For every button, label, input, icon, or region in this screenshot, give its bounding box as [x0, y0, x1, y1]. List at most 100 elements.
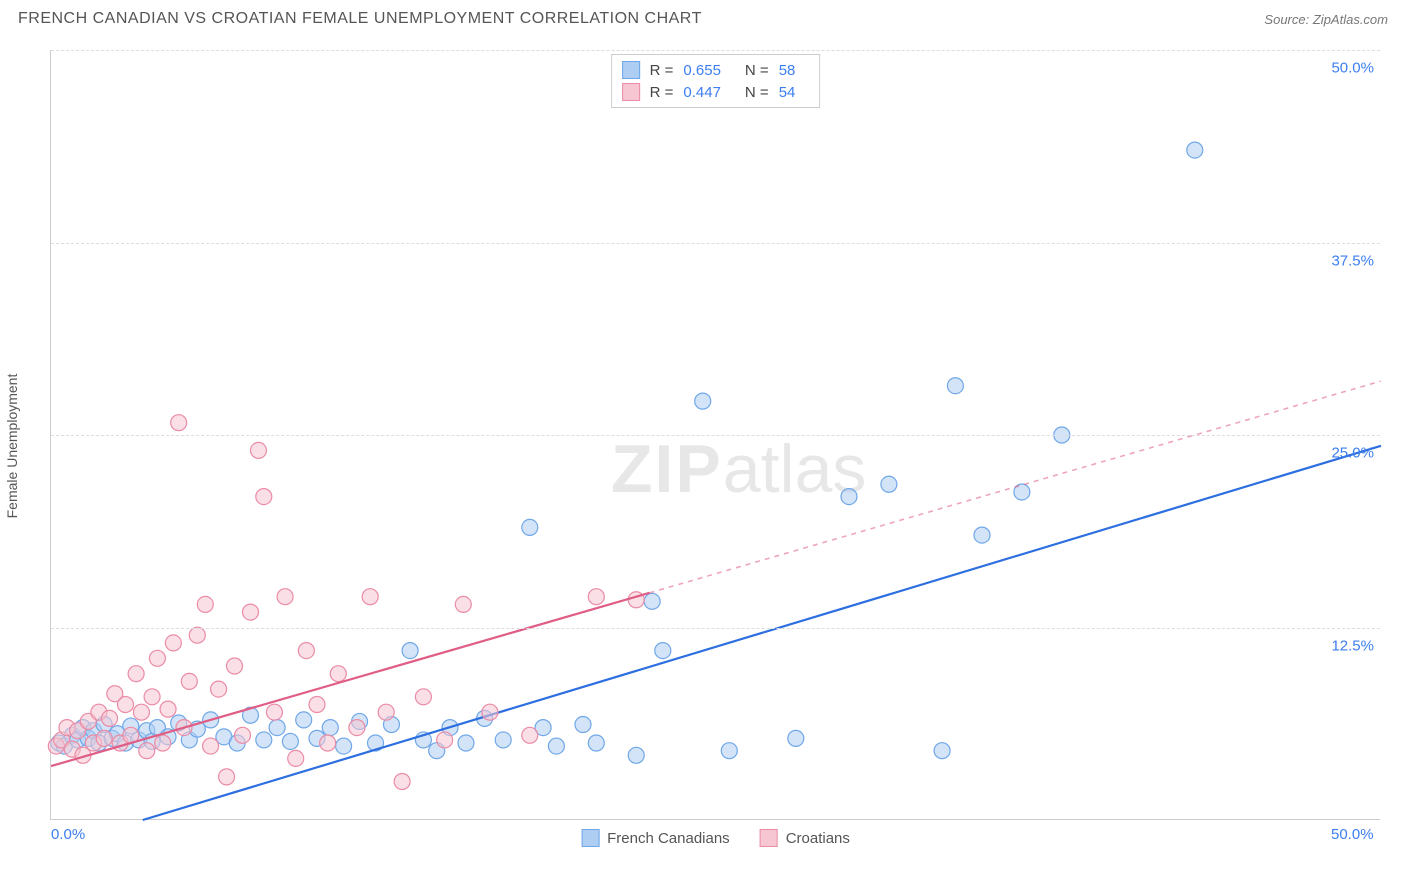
legend-swatch	[622, 61, 640, 79]
data-point	[155, 735, 171, 751]
data-point	[378, 704, 394, 720]
data-point	[256, 489, 272, 505]
data-point	[309, 697, 325, 713]
data-point	[721, 743, 737, 759]
data-point	[96, 730, 112, 746]
data-point	[277, 589, 293, 605]
data-point	[320, 735, 336, 751]
data-point	[402, 643, 418, 659]
chart-title: FRENCH CANADIAN VS CROATIAN FEMALE UNEMP…	[18, 10, 702, 28]
data-point	[336, 738, 352, 754]
data-point	[415, 689, 431, 705]
data-point	[197, 596, 213, 612]
trend-line-solid	[143, 446, 1381, 820]
data-point	[644, 593, 660, 609]
data-point	[455, 596, 471, 612]
data-point	[250, 442, 266, 458]
gridline	[51, 628, 1380, 629]
data-point	[947, 378, 963, 394]
data-point	[227, 658, 243, 674]
data-point	[588, 735, 604, 751]
series-legend-label: Croatians	[786, 830, 850, 847]
stats-legend-row: R =0.655N =58	[622, 59, 810, 81]
y-tick-label: 12.5%	[1331, 637, 1374, 654]
stat-label-r: R =	[650, 84, 674, 101]
data-point	[203, 738, 219, 754]
data-point	[575, 717, 591, 733]
data-point	[330, 666, 346, 682]
data-point	[881, 476, 897, 492]
data-point	[133, 704, 149, 720]
series-legend: French Canadians Croatians	[581, 829, 850, 847]
data-point	[362, 589, 378, 605]
data-point	[128, 666, 144, 682]
data-point	[288, 750, 304, 766]
data-point	[349, 720, 365, 736]
data-point	[522, 519, 538, 535]
gridline	[51, 50, 1380, 51]
data-point	[243, 604, 259, 620]
data-point	[322, 720, 338, 736]
stat-value-n: 54	[779, 84, 796, 101]
data-point	[841, 489, 857, 505]
data-point	[788, 730, 804, 746]
x-tick-label: 50.0%	[1331, 826, 1374, 843]
data-point	[298, 643, 314, 659]
y-axis-title: Female Unemployment	[4, 374, 20, 519]
data-point	[437, 732, 453, 748]
series-legend-item: French Canadians	[581, 829, 730, 847]
legend-swatch	[581, 829, 599, 847]
data-point	[628, 747, 644, 763]
data-point	[102, 710, 118, 726]
data-point	[144, 689, 160, 705]
source-credit: Source: ZipAtlas.com	[1264, 12, 1388, 27]
data-point	[934, 743, 950, 759]
y-tick-label: 50.0%	[1331, 60, 1374, 77]
stats-legend: R = 0.655 N = 58 R = 0.447 N = 54	[611, 54, 821, 108]
stat-label-r: R =	[650, 62, 674, 79]
data-point	[482, 704, 498, 720]
data-point	[256, 732, 272, 748]
stat-value-r: 0.447	[683, 84, 721, 101]
stat-value-n: 58	[779, 62, 796, 79]
data-point	[139, 743, 155, 759]
data-point	[165, 635, 181, 651]
y-tick-label: 25.0%	[1331, 445, 1374, 462]
data-point	[171, 415, 187, 431]
data-point	[655, 643, 671, 659]
data-point	[458, 735, 474, 751]
gridline	[51, 243, 1380, 244]
source-label: Source:	[1264, 12, 1309, 27]
data-point	[269, 720, 285, 736]
data-point	[149, 650, 165, 666]
data-point	[266, 704, 282, 720]
data-point	[394, 774, 410, 790]
data-point	[695, 393, 711, 409]
y-tick-label: 37.5%	[1331, 252, 1374, 269]
data-point	[189, 627, 205, 643]
data-point	[495, 732, 511, 748]
legend-swatch	[622, 83, 640, 101]
data-point	[588, 589, 604, 605]
data-point	[974, 527, 990, 543]
data-point	[160, 701, 176, 717]
gridline	[51, 435, 1380, 436]
data-point	[522, 727, 538, 743]
x-tick-label: 0.0%	[51, 826, 85, 843]
header-bar: FRENCH CANADIAN VS CROATIAN FEMALE UNEMP…	[18, 10, 1388, 28]
legend-swatch	[760, 829, 778, 847]
source-name: ZipAtlas.com	[1313, 12, 1388, 27]
data-point	[117, 697, 133, 713]
data-point	[548, 738, 564, 754]
trend-line-dashed	[650, 381, 1382, 593]
series-legend-item: Croatians	[760, 829, 850, 847]
data-point	[181, 673, 197, 689]
stat-label-n: N =	[745, 84, 769, 101]
data-point	[219, 769, 235, 785]
data-point	[1187, 142, 1203, 158]
stat-value-r: 0.655	[683, 62, 721, 79]
data-point	[235, 727, 251, 743]
data-point	[211, 681, 227, 697]
data-point	[296, 712, 312, 728]
stats-legend-row: R = 0.447 N = 54	[622, 81, 810, 103]
